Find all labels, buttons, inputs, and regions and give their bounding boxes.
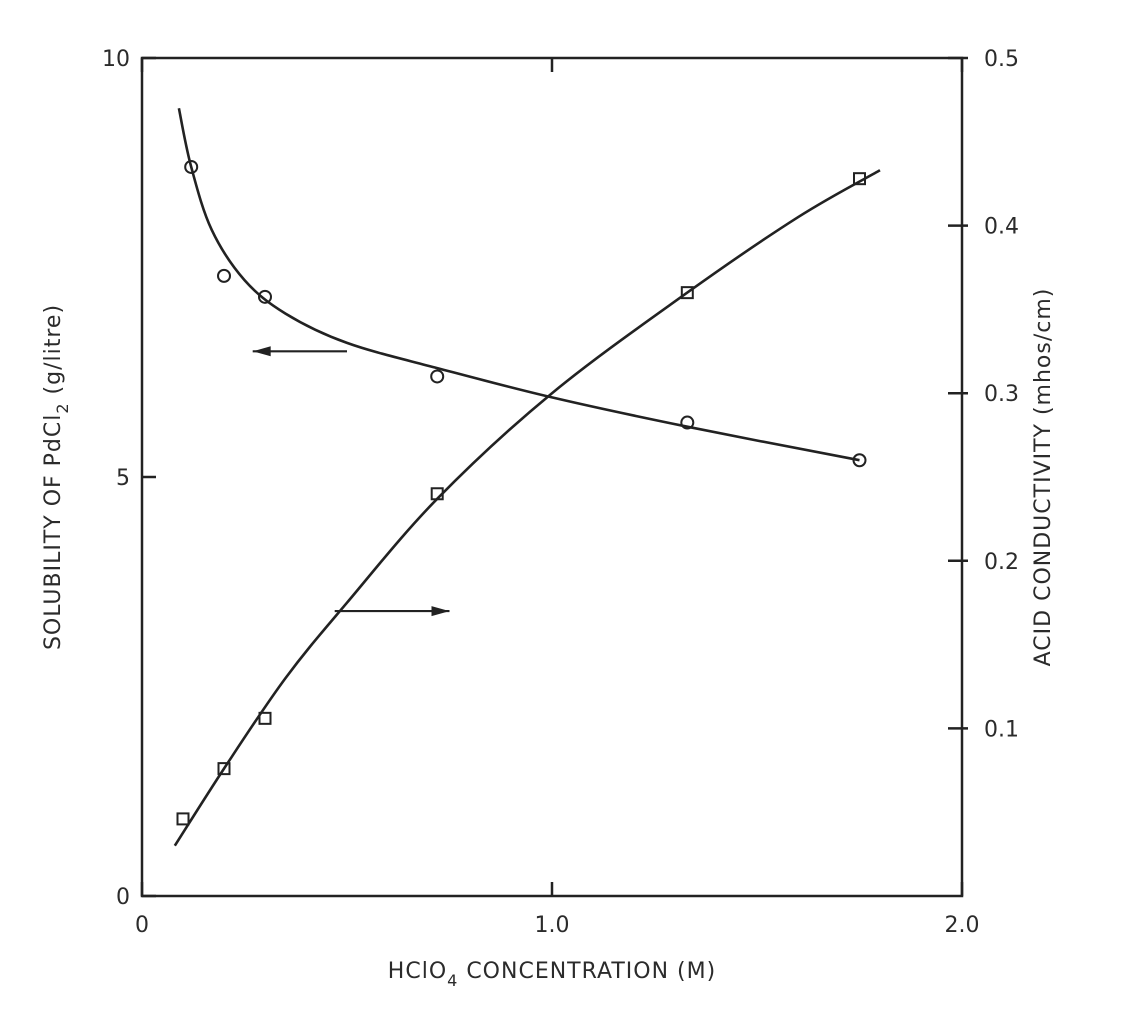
right-y-axis-tick-label: 0.4 <box>984 215 1019 240</box>
x-axis-tick-label: 0 <box>135 913 149 938</box>
conductivity-data-point <box>853 172 866 186</box>
x-axis-title: HClO4 CONCENTRATION (M) <box>388 959 716 990</box>
right-y-axis-tick-label: 0.5 <box>984 47 1019 72</box>
conductivity-data-point <box>217 762 231 776</box>
left-y-axis-title: SOLUBILITY OF PdCl2 (g/litre) <box>41 304 72 650</box>
right-y-axis-tick-label: 0.3 <box>984 382 1019 407</box>
plot-frame <box>140 56 964 898</box>
solubility-curve <box>177 108 860 462</box>
left-y-axis-tick-label: 0 <box>116 885 130 910</box>
axis-indicator-arrows <box>252 346 450 617</box>
data-markers <box>176 159 867 826</box>
left-y-axis-title-main: SOLUBILITY OF PdCl <box>41 414 66 650</box>
solubility-data-point <box>217 268 231 283</box>
left-y-axis-title-tail: (g/litre) <box>41 304 66 402</box>
x-axis-title-main: HClO <box>388 959 447 984</box>
solubility-data-point <box>184 159 199 174</box>
solubility-data-point <box>258 289 272 304</box>
conductivity-data-point <box>680 286 694 300</box>
x-axis-title-tail: CONCENTRATION (M) <box>458 959 716 984</box>
left-y-axis-title-subscript: 2 <box>53 402 72 413</box>
x-axis-tick-label: 1.0 <box>535 913 570 938</box>
right-y-axis-tick-label: 0.2 <box>984 550 1019 575</box>
solubility-data-point <box>852 453 867 468</box>
x-axis-title-subscript: 4 <box>447 971 458 990</box>
conductivity-data-point <box>430 487 444 501</box>
right-y-axis-tick-label: 0.1 <box>984 717 1019 742</box>
arrow-left-head <box>252 346 271 357</box>
axis-tick-labels: 0 1.0 2.0 0 5 10 0.1 0.2 0.3 0.4 0.5 <box>102 47 1019 938</box>
left-y-axis-tick-label: 10 <box>102 47 130 72</box>
conductivity-data-point <box>176 812 190 826</box>
solubility-data-point <box>430 369 445 384</box>
left-y-axis-tick-label: 5 <box>116 466 130 491</box>
arrow-right-head <box>431 606 450 617</box>
fitted-curves <box>173 108 881 847</box>
axis-ticks <box>140 56 968 898</box>
x-axis-tick-label: 2.0 <box>945 913 980 938</box>
right-y-axis-title: ACID CONDUCTIVITY (mhos/cm) <box>1031 288 1056 667</box>
conductivity-data-point <box>258 711 272 725</box>
solubility-data-point <box>680 415 695 430</box>
conductivity-curve <box>173 169 881 847</box>
